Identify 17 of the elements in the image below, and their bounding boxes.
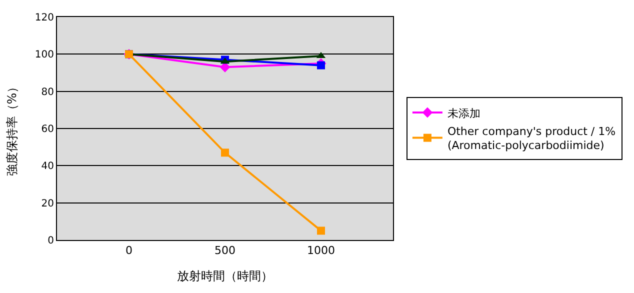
- y-tick-label: 60: [41, 124, 54, 135]
- point: [317, 226, 325, 235]
- y-tick-label: 40: [41, 161, 54, 172]
- y-tick-label: 20: [41, 198, 54, 210]
- legend-label: 未添加: [447, 106, 480, 120]
- x-tick-label: 0: [126, 244, 132, 258]
- y-tick-label: 100: [34, 50, 54, 61]
- y-axis-title: 強度保持率（%）: [5, 80, 20, 176]
- x-tick-label: 500: [214, 244, 236, 258]
- point: [221, 148, 229, 157]
- legend-label: Other company's product / 1% (Aromatic-polycarbodiimide): [447, 124, 616, 152]
- y-tick-label: 120: [34, 12, 54, 24]
- point: [317, 61, 325, 70]
- y-tick-label: 0: [48, 236, 54, 246]
- y-tick-label: 80: [41, 86, 54, 98]
- x-axis-title: 放射時間（時間）: [177, 269, 273, 284]
- x-tick-label: 1000: [307, 244, 335, 258]
